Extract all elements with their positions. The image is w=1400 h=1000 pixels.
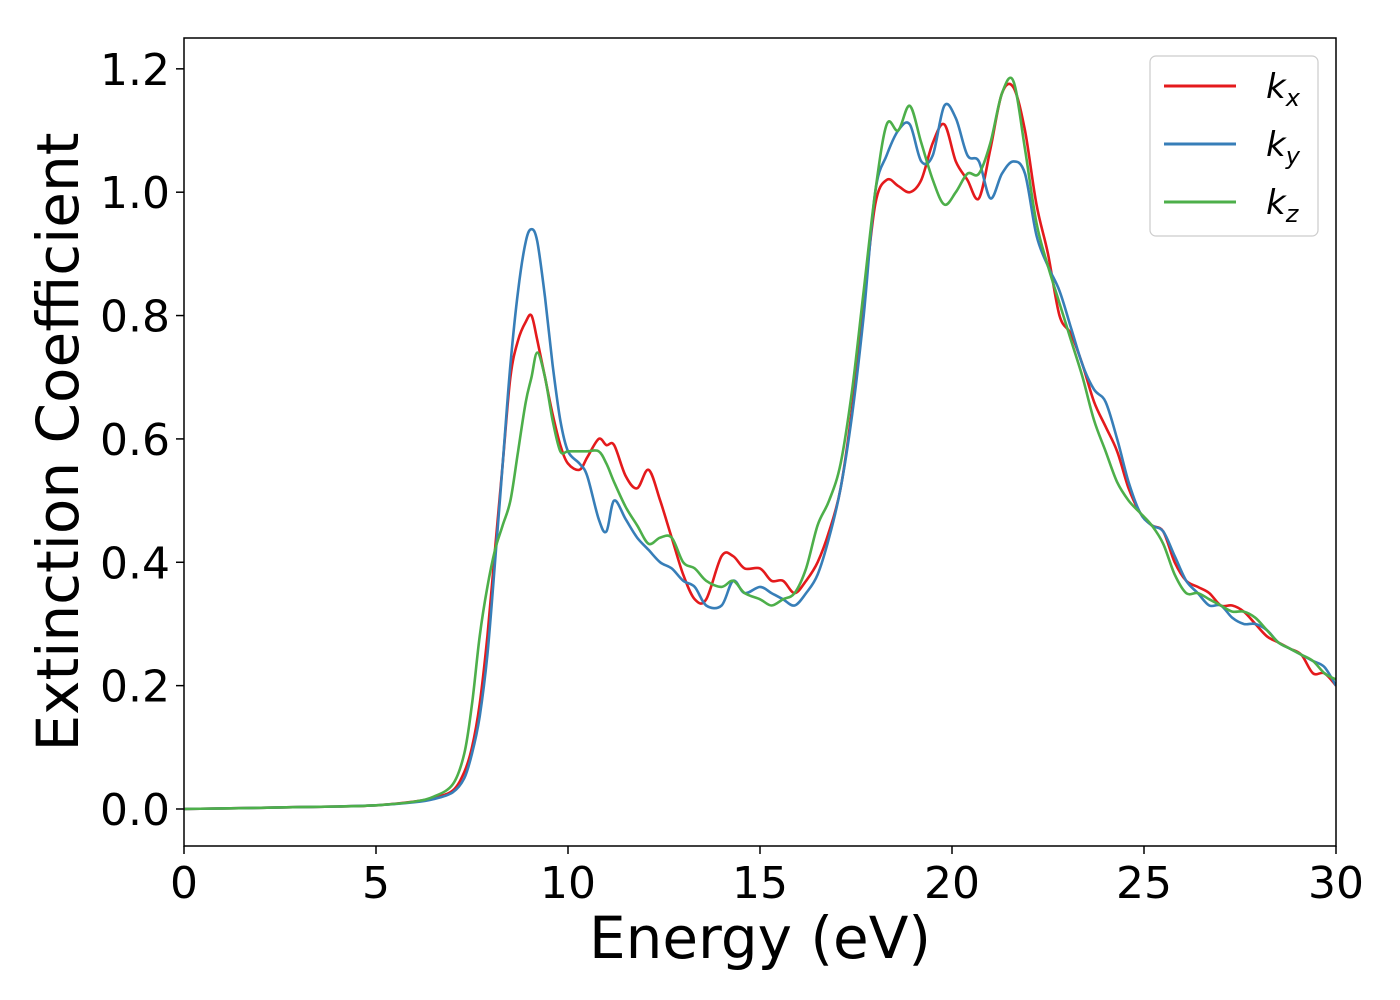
x-tick-label: 5 <box>362 858 390 909</box>
y-tick-label: 0.0 <box>100 785 170 836</box>
y-tick-label: 0.8 <box>100 292 170 343</box>
x-tick-label: 20 <box>924 858 980 909</box>
y-tick-label: 1.2 <box>100 45 170 96</box>
y-tick-label: 1.0 <box>100 168 170 219</box>
legend-label-x: kx <box>1266 67 1301 112</box>
x-tick-label: 30 <box>1308 858 1364 909</box>
x-tick-label: 0 <box>170 858 198 909</box>
series-line-y <box>184 102 1336 811</box>
x-tick-label: 10 <box>540 858 596 909</box>
legend-label-z: kz <box>1266 183 1300 228</box>
y-tick-label: 0.6 <box>100 415 170 466</box>
x-tick-label: 15 <box>732 858 788 909</box>
plot-area <box>184 76 1336 811</box>
series-line-z <box>184 76 1336 811</box>
legend-label-y: ky <box>1266 125 1301 170</box>
y-axis-title: Extinction Coefficient <box>24 133 92 752</box>
x-tick-label: 25 <box>1116 858 1172 909</box>
y-tick-label: 0.4 <box>100 538 170 589</box>
legend-box <box>1149 55 1319 237</box>
y-tick-label: 0.2 <box>100 662 170 713</box>
axis-ticks: 0 5 10 15 20 25 30 0.0 0.2 0.4 0.6 0.8 1.0 1.2 <box>100 45 1364 909</box>
x-axis-title: Energy (eV) <box>589 904 931 972</box>
legend: kx ky kz <box>1149 55 1319 237</box>
